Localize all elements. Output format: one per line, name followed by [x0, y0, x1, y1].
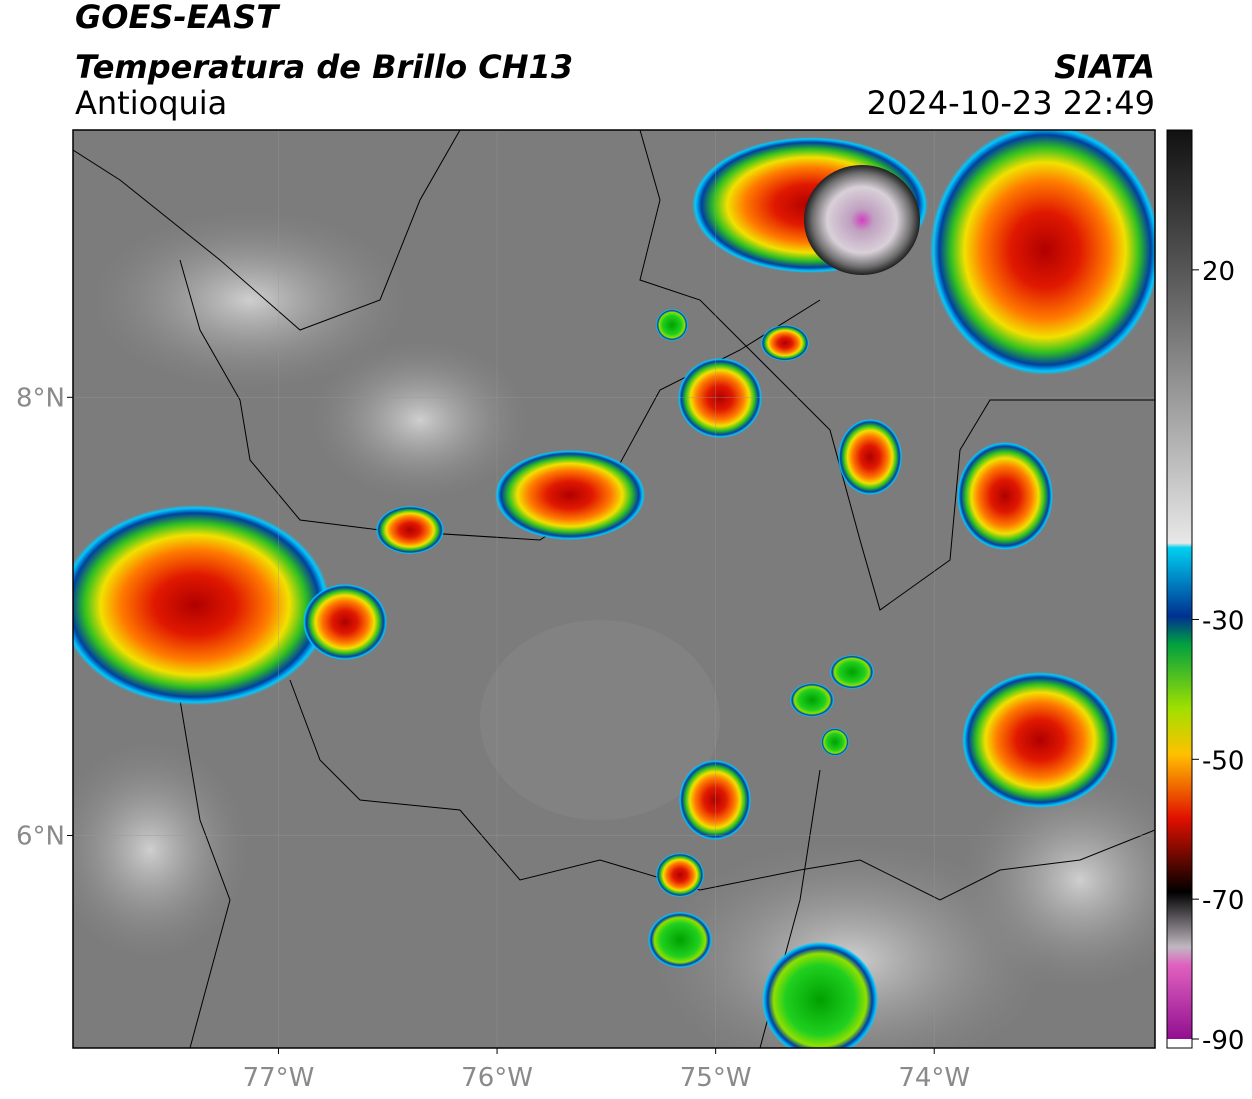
colorbar-tick-label: -50: [1202, 746, 1244, 776]
colorbar-tick-label: 20: [1202, 257, 1235, 287]
region: Antioquia: [75, 84, 227, 122]
x-tick-label: 76°W: [461, 1063, 533, 1093]
colorbar: [1166, 129, 1193, 1049]
map: [73, 130, 1155, 1048]
x-tick-label: 74°W: [898, 1063, 970, 1093]
source: SIATA: [1054, 48, 1155, 86]
colorbar-tick-label: -90: [1202, 1026, 1244, 1056]
timestamp: 2024-10-23 22:49: [867, 84, 1155, 122]
colorbar-tick-label: -30: [1202, 606, 1244, 636]
x-tick-label: 77°W: [243, 1063, 315, 1093]
y-tick-label: 6°N: [16, 821, 65, 851]
title: GOES-EAST: [75, 0, 280, 36]
x-tick-label: 75°W: [680, 1063, 752, 1093]
subtitle: Temperatura de Brillo CH13: [75, 48, 573, 86]
colorbar-tick-label: -70: [1202, 886, 1244, 916]
map-frame: [72, 129, 1156, 1049]
y-tick-label: 8°N: [16, 383, 65, 413]
